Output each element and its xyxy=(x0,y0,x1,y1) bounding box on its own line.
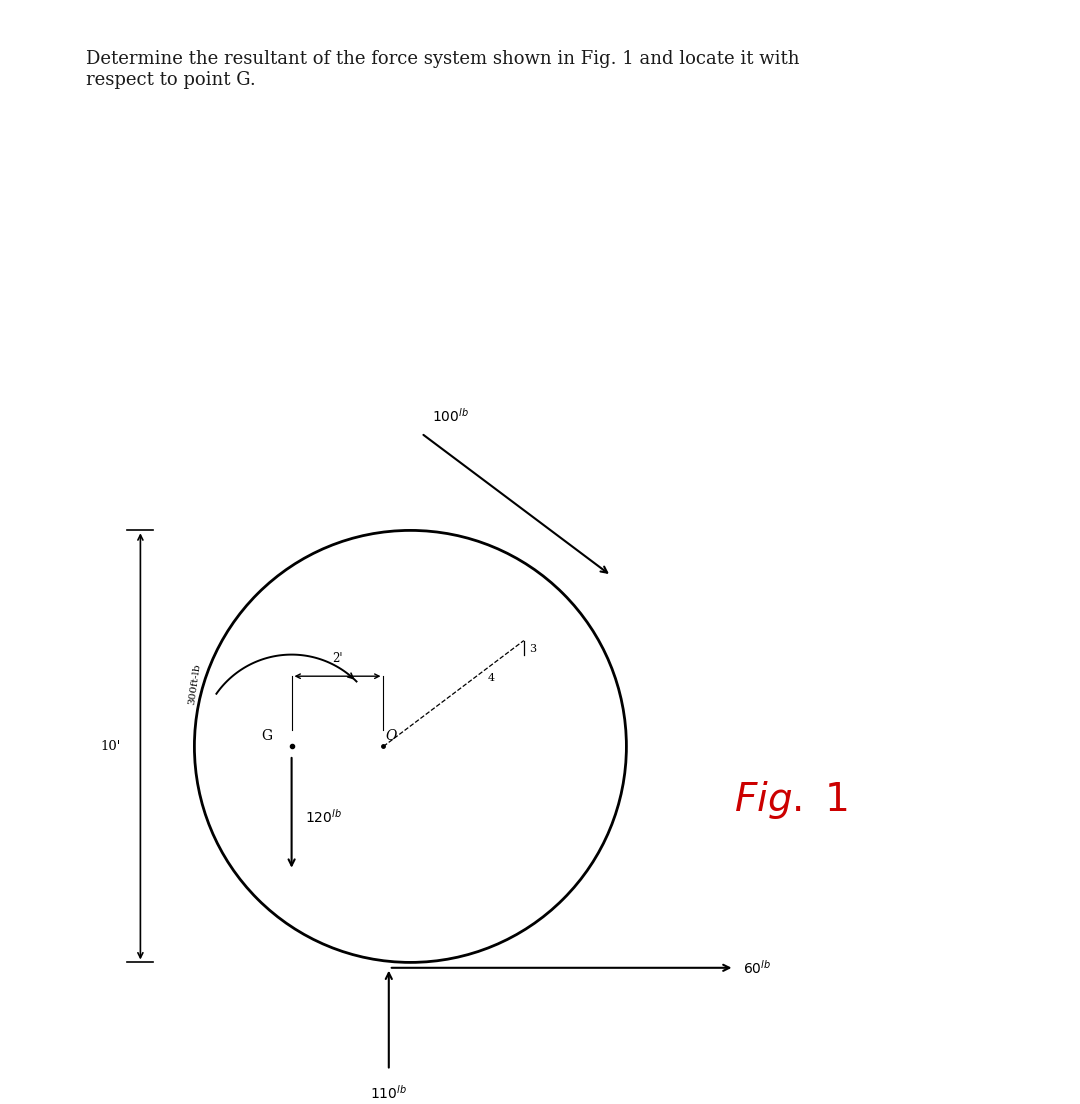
Text: 300ft-lb: 300ft-lb xyxy=(187,662,202,705)
Text: 10': 10' xyxy=(100,740,121,753)
Text: $100^{lb}$: $100^{lb}$ xyxy=(432,406,469,425)
Text: Determine the resultant of the force system shown in Fig. 1 and locate it with: Determine the resultant of the force sys… xyxy=(86,50,800,67)
Text: O: O xyxy=(386,729,397,743)
Text: $120^{lb}$: $120^{lb}$ xyxy=(305,808,341,826)
Text: $110^{lb}$: $110^{lb}$ xyxy=(370,1083,407,1102)
Text: $\it{Fig.\ 1}$: $\it{Fig.\ 1}$ xyxy=(734,779,848,821)
Text: 3: 3 xyxy=(529,645,537,655)
Text: 4: 4 xyxy=(488,673,495,683)
Text: $60^{lb}$: $60^{lb}$ xyxy=(743,959,771,977)
Text: G: G xyxy=(261,729,272,743)
Text: 2': 2' xyxy=(333,652,342,666)
Text: respect to point G.: respect to point G. xyxy=(86,72,256,89)
